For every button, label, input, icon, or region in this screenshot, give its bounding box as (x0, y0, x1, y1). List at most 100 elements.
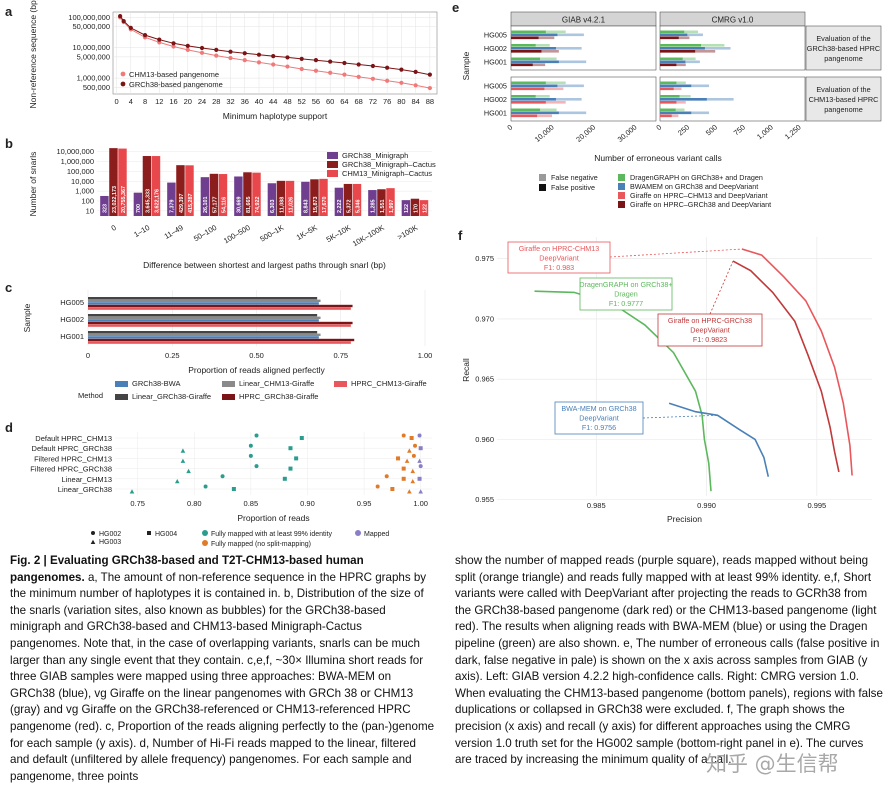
data-point-d (401, 476, 406, 481)
curve-f (668, 402, 770, 477)
bar-label-b: 323 (103, 204, 109, 213)
data-point-a (413, 83, 418, 88)
row-strip-text-e: pangenome (824, 105, 863, 114)
data-point-a (121, 19, 126, 24)
bar-fp-e (511, 98, 556, 101)
legend-label-a: GRCh38-based pangenome (129, 80, 223, 89)
x-tick-b: 10K–100K (351, 223, 386, 248)
bar-label-b: 17,670 (322, 197, 328, 214)
data-point-a (256, 60, 262, 65)
legend-label-e: BWAMEM on GRCh38 and DeepVariant (630, 182, 758, 191)
bar-c (88, 302, 319, 305)
bar-label-b: 5,372 (346, 200, 352, 214)
bar-fp-e (511, 44, 536, 47)
bar-b (218, 174, 228, 216)
bar-b (410, 198, 420, 216)
data-point-a (214, 47, 219, 52)
legend-swatch-c (115, 381, 128, 387)
data-point-a (356, 74, 361, 79)
y-tick-d: Default HPRC_GRCh38 (32, 444, 112, 453)
data-point-d (248, 443, 253, 448)
data-point-d (129, 489, 135, 494)
facet-title-e: GIAB v4.2.1 (562, 16, 606, 25)
legend-label-d: Fully mapped (no split-mapping) (211, 541, 311, 548)
data-point-a (185, 43, 190, 48)
bar-c (88, 316, 321, 319)
bar-label-b: 57,177 (212, 197, 218, 214)
bar-b (142, 156, 152, 216)
bar-fp-e (511, 81, 546, 85)
x-tick-d: 0.85 (244, 499, 259, 508)
y-tick-d: Default HPRC_CHM13 (35, 434, 112, 443)
data-point-d (418, 464, 423, 469)
legend-swatch-c (222, 381, 235, 387)
data-point-d (375, 484, 380, 489)
bar-fp-e (511, 36, 539, 40)
data-point-d (186, 468, 191, 474)
legend-marker-d (355, 530, 361, 536)
label-f1-f: F1: 0.983 (544, 263, 574, 272)
y-axis-label-b: Number of snarls (28, 152, 38, 217)
x-tick-a: 0 (114, 97, 118, 106)
y-tick-f: 0.960 (475, 435, 494, 444)
y-tick-c: HG005 (60, 298, 84, 307)
label-name-f: DeepVariant (579, 414, 618, 423)
bar-b (285, 180, 295, 216)
bar-label-b: 429,397 (179, 194, 185, 214)
bar-label-b: 7,379 (170, 200, 176, 214)
label-name-f: DragenGRAPH on GRCh38+ (579, 280, 672, 289)
legend-label-e: False positive (551, 183, 595, 192)
label-f1-f: F1: 0.9823 (693, 335, 727, 344)
x-tick-b: 100–500 (222, 223, 252, 245)
bar-fp-e (660, 81, 677, 85)
x-tick-f: 0.985 (587, 501, 606, 510)
y-tick-a: 5,000,000 (77, 52, 110, 61)
x-tick-b: >100K (396, 223, 419, 242)
bar-fp-e (511, 60, 559, 64)
x-tick-c: 1.00 (418, 351, 433, 360)
legend-swatch-b (327, 161, 338, 168)
bar-label-b: 3,622,176 (154, 189, 160, 213)
y-tick-c: HG002 (60, 315, 84, 324)
bar-fp-e (660, 50, 696, 53)
x-tick-a: 12 (155, 97, 163, 106)
bar-fp-e (511, 95, 536, 98)
x-axis-label-f: Precision (667, 514, 702, 524)
data-point-a (256, 52, 262, 57)
bar-fp-e (511, 63, 533, 67)
y-axis-label-a: Non-reference sequence (bp) (28, 0, 38, 109)
data-point-a (228, 55, 233, 61)
data-point-a (128, 25, 133, 30)
figure-canvas: a0 4 8 12 16 20 24 28 32 36 40 44 48 52 56 60 64 68 72 76 80… (5, 0, 882, 548)
bar-fp-e (660, 87, 674, 91)
y-tick-d: Linear_CHM13 (62, 475, 112, 484)
bar-c (88, 331, 318, 334)
bar-fp-e (660, 114, 672, 118)
y-tick-e: HG002 (484, 44, 507, 53)
panel-letter-e: e (452, 0, 459, 15)
legend-swatch-e (539, 184, 546, 191)
legend-label-c: Linear_CHM13-Giraffe (239, 379, 314, 388)
y-tick-d: Filtered HPRC_GRCh38 (30, 465, 112, 474)
data-point-a (271, 62, 276, 67)
facet-title-e: CMRG v1.0 (712, 16, 754, 25)
x-tick-a: 4 (129, 97, 133, 106)
bar-c (88, 333, 321, 336)
bar-label-b: 700 (136, 204, 142, 213)
y-tick-a: 500,000 (83, 83, 110, 92)
bar-b (109, 148, 118, 216)
panel-letter-b: b (5, 136, 13, 151)
plot-area-d (115, 432, 432, 495)
data-point-d (299, 436, 304, 440)
x-axis-label-d: Proportion of reads (237, 513, 309, 523)
bar-label-b: 122 (404, 204, 410, 213)
data-point-d (248, 453, 253, 458)
x-tick-d: 0.95 (357, 499, 372, 508)
x-tick-e: 250 (676, 123, 691, 138)
bar-c (88, 299, 321, 302)
curve-f (741, 248, 853, 476)
legend-label-c: HPRC_CHM13-Giraffe (351, 379, 427, 388)
bar-fp-e (511, 84, 558, 88)
y-axis-label-f: Recall (461, 358, 471, 382)
legend-marker-d (147, 531, 151, 535)
